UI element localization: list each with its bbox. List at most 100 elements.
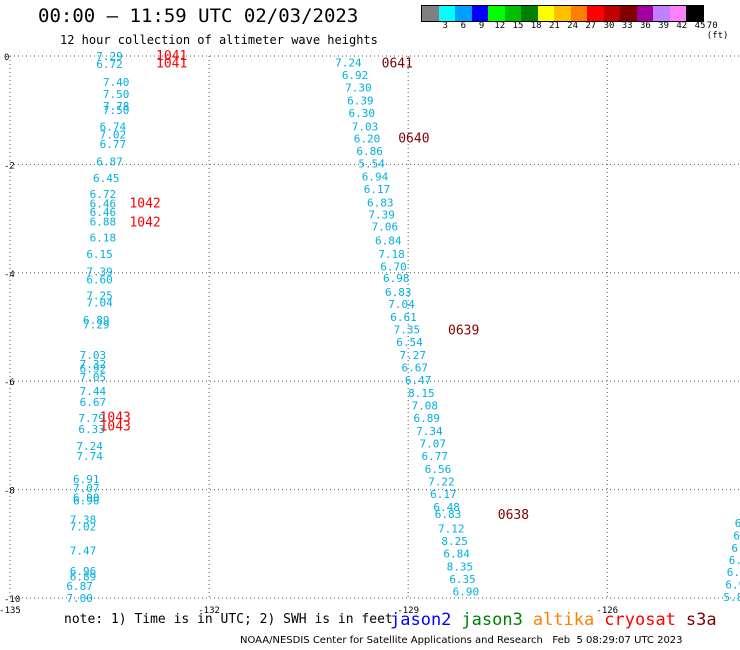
wave-height-point: 6.90 bbox=[73, 492, 100, 505]
wave-height-point: 7.00 bbox=[66, 592, 93, 605]
wave-height-point: 7.44 bbox=[80, 385, 107, 398]
wave-height-point: 6.35 bbox=[449, 573, 476, 586]
color-scale-label: 9 bbox=[478, 21, 485, 31]
wave-height-point: 7.25 bbox=[86, 290, 113, 303]
wave-height-point: 6.98 bbox=[383, 272, 410, 285]
wave-height-point: 7.32 bbox=[80, 358, 107, 371]
wave-height-point: 6.95 bbox=[725, 578, 740, 591]
color-scale-swatch bbox=[438, 6, 455, 21]
color-scale-swatch bbox=[620, 6, 637, 21]
wave-height-point: 6.89 bbox=[70, 570, 97, 583]
wave-height-point: 6.89 bbox=[83, 314, 110, 327]
wave-height-point: 6.83 bbox=[385, 286, 412, 299]
pass-time-label: 0639 bbox=[448, 324, 479, 339]
wave-height-point: 6.91 bbox=[73, 473, 100, 486]
color-scale-label: 42 bbox=[676, 21, 688, 31]
legend-entry: cryosat bbox=[604, 610, 676, 630]
wave-height-point: 7.12 bbox=[438, 523, 465, 536]
wave-height-point: 6.90 bbox=[453, 585, 480, 598]
wave-height-point: 7.74 bbox=[76, 450, 103, 463]
x-tick-label: -129 bbox=[397, 606, 419, 616]
wave-height-point: 6.48 bbox=[433, 501, 460, 514]
wave-height-point: 6.72 bbox=[90, 188, 117, 201]
color-scale-label: 36 bbox=[639, 21, 651, 31]
color-scale-label: 30 bbox=[603, 21, 615, 31]
plot-axes: -135 -132 -129 -126 0 -2 -4 -6 -8 -10 bbox=[0, 53, 618, 616]
color-scale-swatch bbox=[504, 6, 521, 21]
chart-subtitle: 12 hour collection of altimeter wave hei… bbox=[60, 33, 378, 47]
color-scale-label: 18 bbox=[530, 21, 542, 31]
wave-height-point: 6.74 bbox=[100, 120, 127, 133]
wave-height-point: 7.39 bbox=[368, 208, 395, 221]
wave-height-point: 6. bbox=[733, 530, 740, 543]
color-scale-swatch bbox=[471, 6, 488, 21]
color-scale-swatch bbox=[554, 6, 571, 21]
color-scale-label: 24 bbox=[567, 21, 579, 31]
wave-height-point: 6.90 bbox=[73, 494, 100, 507]
wave-height-point: 6.86 bbox=[356, 145, 383, 158]
color-scale-swatch bbox=[521, 6, 538, 21]
color-scale-swatch bbox=[537, 6, 554, 21]
wave-height-point: 6.77 bbox=[421, 450, 448, 463]
wave-height-point: 7.30 bbox=[345, 81, 372, 94]
color-scale-bar bbox=[421, 5, 704, 22]
pass-time-label: 0640 bbox=[398, 131, 429, 146]
pass-time-label: 1043 bbox=[100, 420, 131, 435]
credit-line: NOAA/NESDIS Center for Satellite Applica… bbox=[240, 635, 683, 646]
color-scale-label: 70 (ft) bbox=[706, 21, 729, 41]
wave-height-point: 7.04 bbox=[86, 297, 113, 310]
wave-height-point: 8.35 bbox=[447, 561, 474, 574]
wave-height-point: 6.18 bbox=[90, 232, 117, 245]
wave-height-point: 7.07 bbox=[73, 482, 100, 495]
wave-height-point: 6.92 bbox=[80, 363, 107, 376]
color-scale-swatch bbox=[455, 6, 472, 21]
wave-height-point: 7.02 bbox=[100, 129, 127, 142]
wave-height-point: 7.03 bbox=[80, 349, 107, 362]
wave-height-point: 7.50 bbox=[103, 104, 130, 117]
wave-height-point: 6.8 bbox=[729, 554, 740, 567]
color-scale-swatch bbox=[422, 6, 439, 21]
pass-time-label: 1042 bbox=[129, 196, 160, 211]
legend-entry: jason3 bbox=[461, 610, 523, 630]
wave-height-point: 5.81 bbox=[723, 591, 740, 604]
color-scale-swatch bbox=[488, 6, 505, 21]
wave-height-point: 6.20 bbox=[354, 132, 381, 145]
color-scale-label: 33 bbox=[621, 21, 633, 31]
plot-grid bbox=[9, 55, 740, 599]
wave-height-point: 6.87 bbox=[96, 156, 123, 169]
chart-title: 00:00 — 11:59 UTC 02/03/2023 bbox=[38, 5, 359, 27]
color-scale-swatch bbox=[587, 6, 604, 21]
color-scale-label: 15 bbox=[512, 21, 524, 31]
pass-time-label: 1043 bbox=[100, 410, 131, 425]
wave-height-point: 7.03 bbox=[352, 120, 379, 133]
wave-height-point: 6.67 bbox=[402, 362, 429, 375]
wave-height-point: 6.17 bbox=[430, 488, 457, 501]
wave-height-point: 7.02 bbox=[70, 520, 97, 533]
plot-marks: 7.296.727.407.507.787.506.747.026.776.87… bbox=[66, 49, 740, 605]
wave-height-point: 7.22 bbox=[428, 475, 455, 488]
wave-height-point: 6.60 bbox=[86, 273, 113, 286]
wave-height-point: 6.5 bbox=[731, 542, 740, 555]
y-tick-label: -10 bbox=[4, 595, 20, 605]
y-tick-label: -4 bbox=[4, 270, 15, 280]
wave-height-point: 6.17 bbox=[364, 183, 391, 196]
wave-height-point: 6.67 bbox=[80, 396, 107, 409]
color-scale-label: 12 bbox=[494, 21, 506, 31]
wave-height-point: 7.05 bbox=[80, 371, 107, 384]
wave-height-point: 6.15 bbox=[86, 248, 113, 261]
wave-height-point: 7.29 bbox=[96, 50, 123, 63]
x-tick-label: -132 bbox=[198, 606, 220, 616]
legend-entry: jason2 bbox=[390, 610, 452, 630]
wave-height-point: 8.25 bbox=[441, 535, 468, 548]
pass-time-label: 0641 bbox=[382, 57, 413, 72]
x-tick-label: -135 bbox=[0, 606, 21, 616]
color-scale-swatch bbox=[653, 6, 670, 21]
wave-height-point: 6.45 bbox=[93, 172, 120, 185]
y-tick-label: -8 bbox=[4, 487, 15, 497]
wave-height-point: 7.18 bbox=[378, 248, 405, 261]
color-scale-label: 21 bbox=[548, 21, 560, 31]
wave-height-point: 7.39 bbox=[86, 266, 113, 279]
y-tick-label: -6 bbox=[4, 378, 15, 388]
wave-height-point: 7.47 bbox=[70, 544, 97, 557]
wave-height-point: 6 bbox=[735, 517, 740, 530]
